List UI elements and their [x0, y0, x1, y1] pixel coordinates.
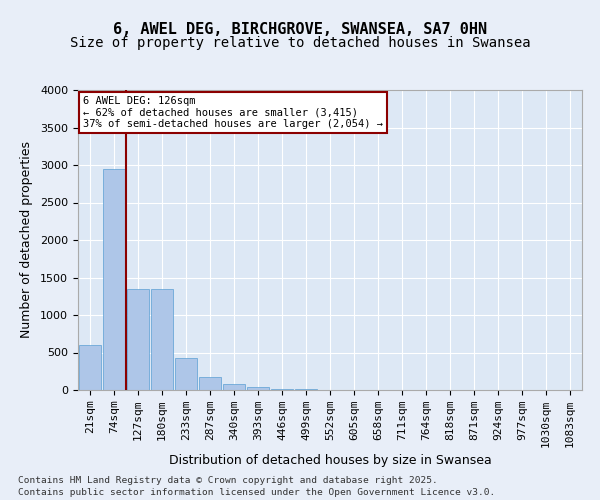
Text: Contains public sector information licensed under the Open Government Licence v3: Contains public sector information licen… [18, 488, 495, 497]
X-axis label: Distribution of detached houses by size in Swansea: Distribution of detached houses by size … [169, 454, 491, 467]
Text: Contains HM Land Registry data © Crown copyright and database right 2025.: Contains HM Land Registry data © Crown c… [18, 476, 438, 485]
Text: 6 AWEL DEG: 126sqm
← 62% of detached houses are smaller (3,415)
37% of semi-deta: 6 AWEL DEG: 126sqm ← 62% of detached hou… [83, 96, 383, 129]
Bar [247, 387, 269, 390]
Bar [79, 345, 101, 390]
Y-axis label: Number of detached properties: Number of detached properties [20, 142, 33, 338]
Bar [175, 358, 197, 390]
Bar [271, 389, 293, 390]
Text: Size of property relative to detached houses in Swansea: Size of property relative to detached ho… [70, 36, 530, 50]
Bar [223, 384, 245, 390]
Bar [151, 289, 173, 390]
Bar [103, 169, 125, 390]
Bar [127, 289, 149, 390]
Text: 6, AWEL DEG, BIRCHGROVE, SWANSEA, SA7 0HN: 6, AWEL DEG, BIRCHGROVE, SWANSEA, SA7 0H… [113, 22, 487, 38]
Bar [199, 377, 221, 390]
